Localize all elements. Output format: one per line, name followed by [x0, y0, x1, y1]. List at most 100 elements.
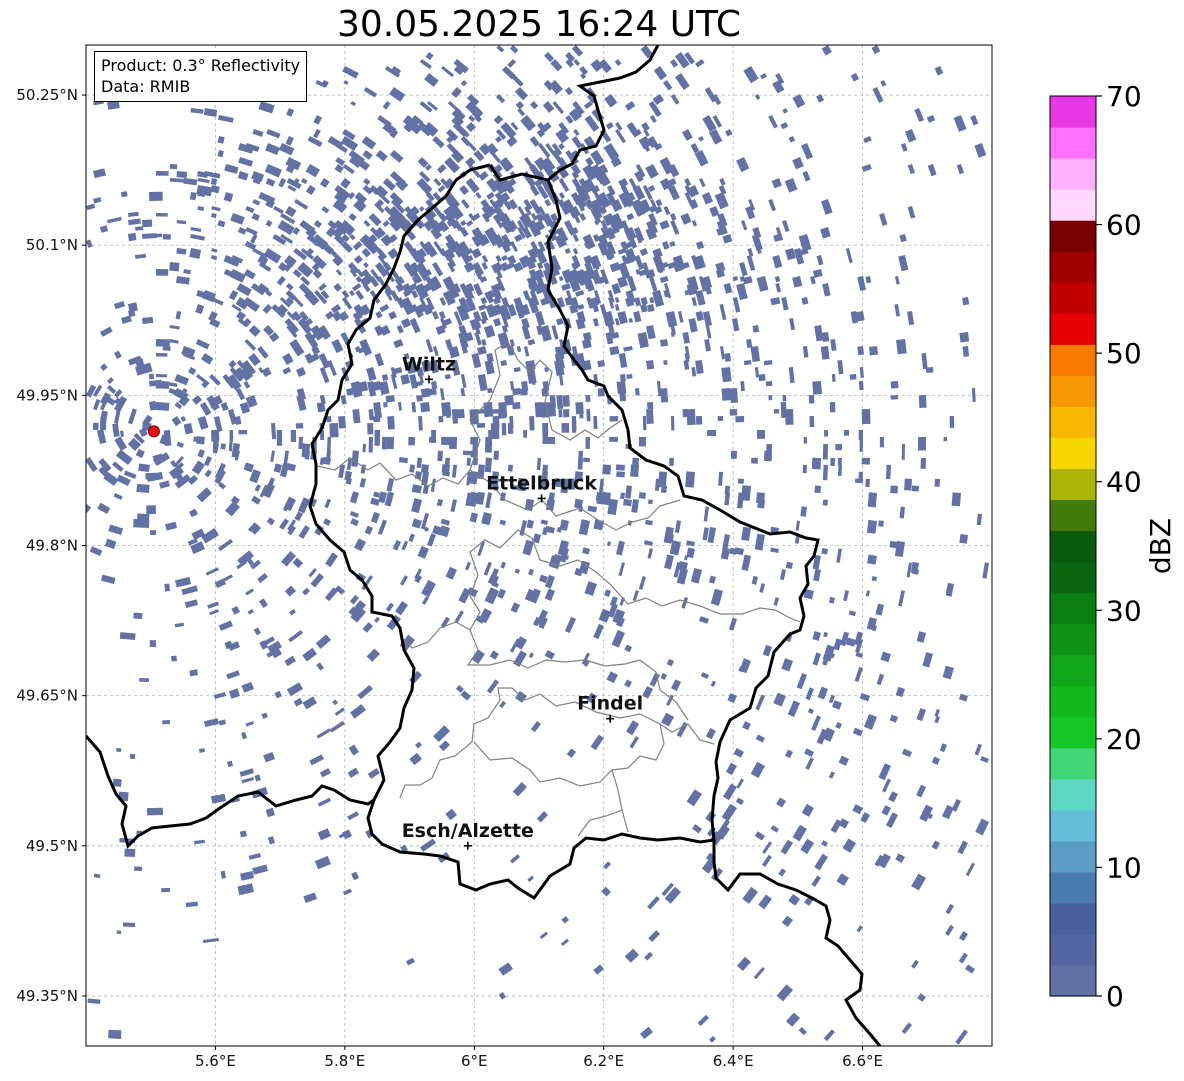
echo-cell [663, 205, 671, 216]
echo-cell [386, 614, 401, 631]
echo-cell [228, 360, 237, 369]
echo-cell [945, 903, 955, 915]
echo-cell [471, 234, 484, 248]
echo-cell [169, 325, 180, 330]
echo-cell [471, 353, 482, 369]
echo-cell [500, 360, 508, 367]
echo-cell [631, 199, 646, 217]
echo-cell [679, 262, 690, 270]
echo-cell [571, 255, 581, 268]
echo-cell [386, 436, 394, 450]
echo-cell [854, 478, 863, 484]
echo-cell [785, 561, 793, 569]
echo-cell [137, 513, 150, 522]
echo-cell [980, 756, 989, 764]
echo-cell [917, 993, 926, 1002]
echo-cell [499, 700, 506, 709]
echo-cell [717, 212, 728, 228]
echo-cell [801, 143, 814, 160]
echo-cell [149, 400, 157, 411]
echo-cell [103, 471, 119, 486]
echo-cell [217, 150, 224, 158]
echo-cell [916, 708, 926, 722]
echo-cell [773, 597, 779, 606]
echo-cell [642, 262, 650, 274]
echo-cell [220, 870, 226, 879]
echo-cell [230, 495, 240, 505]
echo-cell [311, 262, 321, 272]
product-label: Product: 0.3° Reflectivity [101, 56, 301, 75]
echo-cell [466, 471, 471, 486]
echo-cell [374, 616, 380, 623]
echo-cell [881, 805, 891, 816]
echo-cell [773, 234, 781, 242]
echo-cell [293, 296, 304, 308]
echo-cell [168, 465, 184, 480]
echo-cell [577, 191, 588, 203]
echo-cell [218, 719, 227, 726]
echo-cell [662, 240, 670, 250]
echo-cell [362, 622, 374, 633]
echo-cell [242, 317, 252, 327]
echo-cell [432, 135, 445, 149]
echo-cell [872, 87, 884, 103]
echo-cell [802, 464, 807, 474]
echo-cell [491, 261, 503, 274]
echo-cell [403, 353, 410, 360]
echo-cell [773, 692, 786, 707]
x-tick-label: 5.8°E [324, 1052, 365, 1070]
echo-cell [155, 338, 170, 347]
echo-cell [209, 402, 215, 409]
echo-cell [606, 541, 611, 547]
echo-cell [576, 198, 587, 210]
echo-cell [590, 59, 604, 72]
echo-cell [437, 220, 450, 233]
echo-cell [571, 262, 579, 270]
echo-cell [362, 150, 373, 160]
echo-cell [540, 297, 551, 306]
echo-cell [584, 283, 592, 290]
echo-cell [501, 325, 508, 333]
echo-cell [697, 1014, 709, 1026]
radar-site-marker[interactable] [147, 425, 160, 438]
echo-cell [568, 276, 581, 293]
echo-cell [481, 512, 492, 526]
echo-cell [506, 136, 518, 147]
echo-cell [420, 512, 429, 530]
echo-cell [939, 743, 947, 753]
echo-cell [388, 234, 398, 243]
echo-cell [342, 65, 359, 79]
echo-cell [802, 346, 809, 358]
echo-cell [545, 525, 555, 534]
echo-cell [527, 296, 540, 314]
echo-cell [645, 226, 658, 240]
echo-cell [271, 304, 286, 319]
echo-cell [779, 569, 786, 581]
echo-cell [976, 513, 982, 526]
echo-cell [169, 178, 184, 183]
echo-cell [415, 247, 427, 260]
echo-cell [483, 561, 493, 576]
echo-cell [375, 311, 383, 319]
echo-cell [313, 115, 323, 125]
echo-cell [107, 385, 117, 395]
echo-cell [155, 212, 168, 217]
echo-cell [213, 416, 223, 433]
echo-cell [578, 519, 591, 536]
echo-cell [867, 554, 877, 565]
echo-cell [460, 373, 467, 389]
echo-cell [638, 492, 646, 499]
echo-cell [527, 262, 537, 270]
echo-cell [666, 177, 677, 188]
echo-cell [375, 150, 388, 162]
echo-cell [507, 59, 517, 68]
echo-cell [934, 708, 940, 717]
echo-cell [803, 436, 808, 444]
echo-cell [460, 690, 471, 701]
echo-cell [355, 290, 365, 301]
echo-cell [218, 538, 233, 552]
echo-cell [171, 416, 182, 427]
echo-cell [705, 727, 716, 740]
echo-cell [574, 471, 583, 481]
